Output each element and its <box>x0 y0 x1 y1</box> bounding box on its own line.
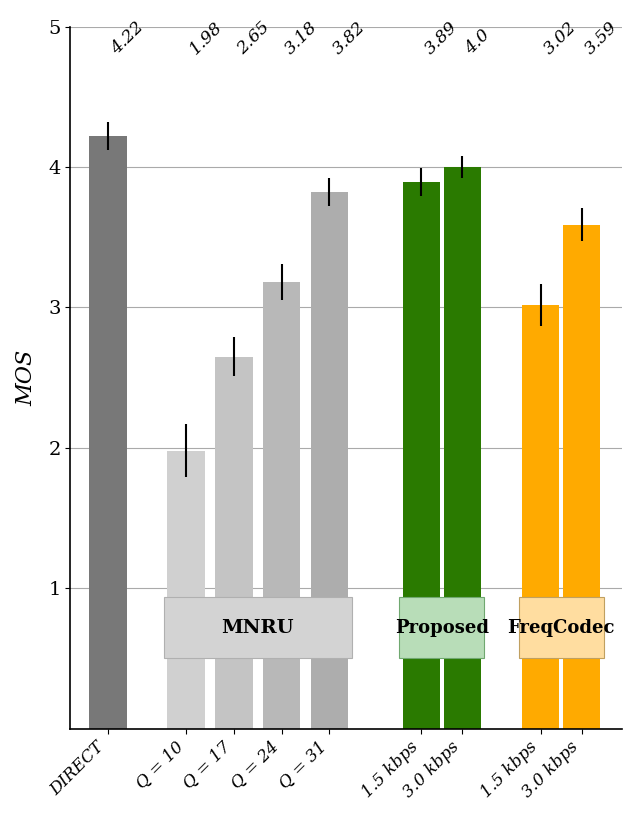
Bar <box>310 193 348 729</box>
FancyBboxPatch shape <box>399 596 484 659</box>
Bar <box>89 136 127 729</box>
Bar <box>403 183 440 729</box>
Bar <box>263 282 300 729</box>
Bar <box>444 167 481 729</box>
Text: 3.82: 3.82 <box>330 18 369 57</box>
Text: MNRU: MNRU <box>221 619 294 636</box>
Text: Proposed: Proposed <box>395 619 489 636</box>
Bar <box>522 304 559 729</box>
Bar <box>563 224 600 729</box>
Text: 4.0: 4.0 <box>462 26 494 57</box>
Text: 1.98: 1.98 <box>186 18 225 57</box>
FancyBboxPatch shape <box>164 596 351 659</box>
Y-axis label: MOS: MOS <box>15 349 37 406</box>
Text: 3.59: 3.59 <box>582 18 621 57</box>
Bar <box>215 357 253 729</box>
Bar <box>168 450 205 729</box>
Text: FreqCodec: FreqCodec <box>508 619 615 636</box>
Text: 3.89: 3.89 <box>421 18 461 57</box>
Text: 4.22: 4.22 <box>108 18 147 57</box>
Text: 3.18: 3.18 <box>282 18 321 57</box>
FancyBboxPatch shape <box>518 596 604 659</box>
Text: 2.65: 2.65 <box>234 18 273 57</box>
Text: 3.02: 3.02 <box>541 18 580 57</box>
